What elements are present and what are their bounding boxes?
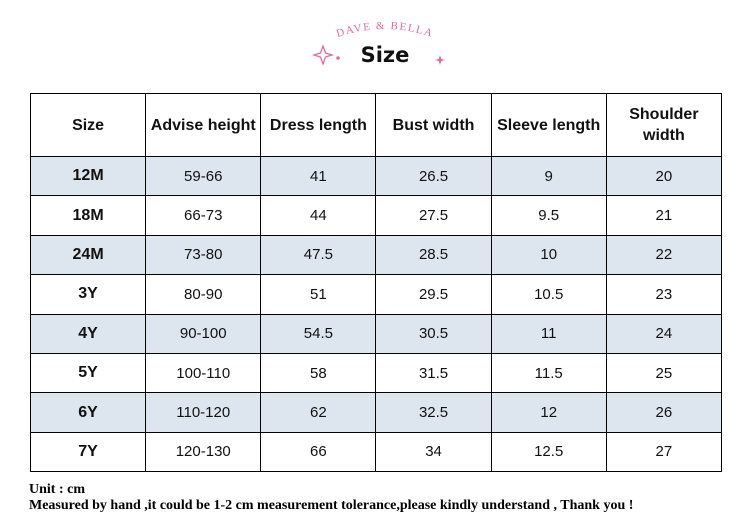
- size-cell: 24M: [29, 234, 147, 276]
- size-cell: 5Y: [29, 352, 147, 394]
- brand-text: DAVE & BELLA: [335, 20, 434, 40]
- table-cell: 29.5: [375, 274, 492, 315]
- size-cell: 4Y: [29, 313, 147, 354]
- table-cell: 31.5: [375, 352, 492, 394]
- table-cell: 44: [260, 195, 377, 236]
- table-cell: 66: [260, 431, 377, 473]
- column-header: Dress length: [260, 93, 377, 157]
- table-row: 18M 66-73 44 27.5 9.5 21: [29, 195, 723, 236]
- table-cell: 58: [260, 352, 377, 394]
- table-cell: 11: [490, 313, 607, 354]
- column-header: Size: [29, 93, 147, 157]
- table-cell: 12: [490, 392, 607, 433]
- table-cell: 25: [605, 352, 723, 394]
- unit-note: Unit : cm: [29, 482, 85, 497]
- size-cell: 7Y: [29, 431, 147, 473]
- table-cell: 54.5: [260, 313, 377, 354]
- table-cell: 20: [605, 155, 723, 197]
- table-cell: 9: [490, 155, 607, 197]
- column-header: Advise height: [145, 93, 262, 157]
- table-cell: 22: [605, 234, 723, 276]
- table-cell: 10.5: [490, 274, 607, 315]
- table-cell: 12.5: [490, 431, 607, 473]
- table-cell: 26: [605, 392, 723, 433]
- column-header: Sleeve length: [490, 93, 607, 157]
- tolerance-note: Measured by hand ,it could be 1-2 cm mea…: [29, 498, 634, 513]
- size-cell: 12M: [29, 155, 147, 197]
- table-cell: 28.5: [375, 234, 492, 276]
- table-cell: 26.5: [375, 155, 492, 197]
- column-header: Shoulder width: [605, 93, 723, 157]
- table-cell: 100-110: [145, 352, 262, 394]
- header-row: Size Advise height Dress length Bust width S…: [29, 93, 723, 157]
- title: Size: [361, 43, 410, 67]
- table-cell: 11.5: [490, 352, 607, 394]
- table-cell: 21: [605, 195, 723, 236]
- table-cell: 41: [260, 155, 377, 197]
- brand: DAVE & BELLA: [335, 20, 435, 40]
- sparkle: [435, 55, 445, 65]
- table-cell: 80-90: [145, 274, 262, 315]
- table-cell: 24: [605, 313, 723, 354]
- table-cell: 9.5: [490, 195, 607, 236]
- table-cell: 30.5: [375, 313, 492, 354]
- size-table: Size Advise height Dress length Bust width S…: [29, 93, 723, 473]
- table-cell: 51: [260, 274, 377, 315]
- table-cell: 90-100: [145, 313, 262, 354]
- table-row: 12M 59-66 41 26.5 9 20: [29, 155, 723, 197]
- table-cell: 73-80: [145, 234, 262, 276]
- table-cell: 32.5: [375, 392, 492, 433]
- table-cell: 34: [375, 431, 492, 473]
- table-cell: 27: [605, 431, 723, 473]
- table-cell: 110-120: [145, 392, 262, 433]
- size-cell: 18M: [29, 195, 147, 236]
- column-header: Bust width: [375, 93, 492, 157]
- table-cell: 62: [260, 392, 377, 433]
- header: DAVE & BELLA Size: [311, 20, 445, 67]
- table-cell: 10: [490, 234, 607, 276]
- table-cell: 59-66: [145, 155, 262, 197]
- size-cell: 6Y: [29, 392, 147, 433]
- size-cell: 3Y: [29, 274, 147, 315]
- table-cell: 23: [605, 274, 723, 315]
- table-row: 24M 73-80 47.5 28.5 10 22: [29, 234, 723, 276]
- table-row: 4Y 90-100 54.5 30.5 11 24: [29, 313, 723, 354]
- table-row: 7Y 120-130 66 34 12.5 27: [29, 431, 723, 473]
- table-row: 3Y 80-90 51 29.5 10.5 23: [29, 274, 723, 315]
- table-cell: 66-73: [145, 195, 262, 236]
- sparkle: [311, 44, 335, 66]
- table-cell: 120-130: [145, 431, 262, 473]
- sparkle-dot: [336, 56, 340, 60]
- table-row: 6Y 110-120 62 32.5 12 26: [29, 392, 723, 433]
- table-cell: 47.5: [260, 234, 377, 276]
- table-cell: 27.5: [375, 195, 492, 236]
- table-row: 5Y 100-110 58 31.5 11.5 25: [29, 352, 723, 394]
